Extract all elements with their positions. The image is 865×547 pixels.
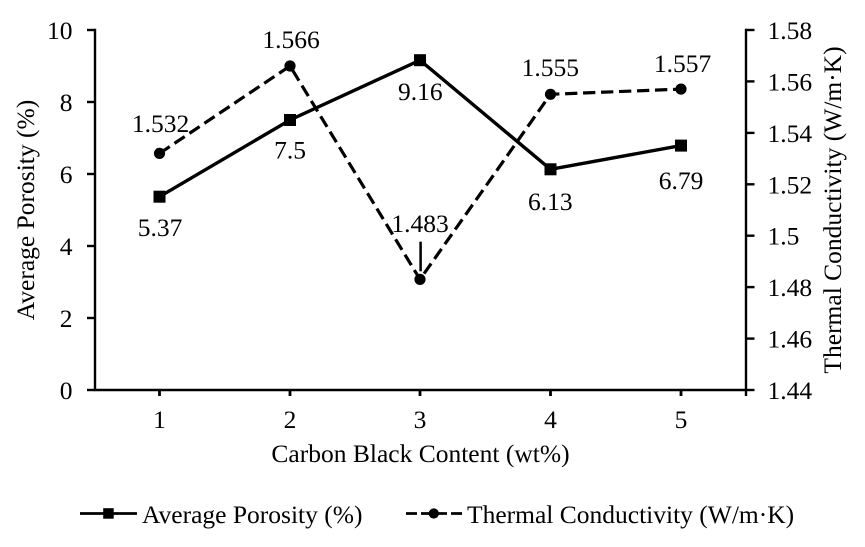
svg-text:1.56: 1.56 (768, 67, 813, 96)
svg-text:4: 4 (544, 405, 557, 434)
svg-text:1.483: 1.483 (391, 209, 448, 238)
svg-text:2: 2 (60, 304, 73, 333)
svg-text:2: 2 (284, 405, 297, 434)
svg-text:1.532: 1.532 (132, 109, 189, 138)
svg-text:1.566: 1.566 (262, 25, 319, 54)
svg-text:4: 4 (60, 232, 73, 261)
svg-text:6.13: 6.13 (528, 187, 573, 216)
svg-text:7.5: 7.5 (274, 136, 306, 165)
svg-text:9.16: 9.16 (398, 77, 443, 106)
svg-text:10: 10 (47, 16, 73, 45)
svg-text:1.58: 1.58 (768, 16, 813, 45)
svg-text:0: 0 (60, 376, 73, 405)
svg-text:1: 1 (153, 405, 166, 434)
svg-text:1.54: 1.54 (768, 119, 813, 148)
svg-text:Thermal Conductivity (W/m·K): Thermal Conductivity (W/m·K) (467, 500, 794, 529)
svg-text:1.44: 1.44 (768, 376, 813, 405)
svg-text:5.37: 5.37 (138, 213, 183, 242)
svg-text:1.555: 1.555 (522, 53, 579, 82)
svg-text:Average Porosity (%): Average Porosity (%) (11, 100, 40, 320)
svg-text:3: 3 (414, 405, 427, 434)
svg-text:1.5: 1.5 (768, 222, 800, 251)
svg-text:5: 5 (675, 405, 688, 434)
svg-text:6: 6 (60, 160, 73, 189)
svg-text:1.557: 1.557 (654, 49, 712, 78)
svg-text:1.46: 1.46 (768, 325, 813, 354)
svg-text:1.52: 1.52 (768, 170, 813, 199)
svg-text:Carbon Black Content (wt%): Carbon Black Content (wt%) (271, 439, 569, 468)
svg-text:1.48: 1.48 (768, 273, 813, 302)
svg-text:6.79: 6.79 (659, 166, 704, 195)
svg-text:Average Porosity (%): Average Porosity (%) (142, 500, 362, 529)
svg-text:8: 8 (60, 88, 73, 117)
svg-text:Thermal Conductivity (W/m·K): Thermal Conductivity (W/m·K) (818, 46, 847, 373)
